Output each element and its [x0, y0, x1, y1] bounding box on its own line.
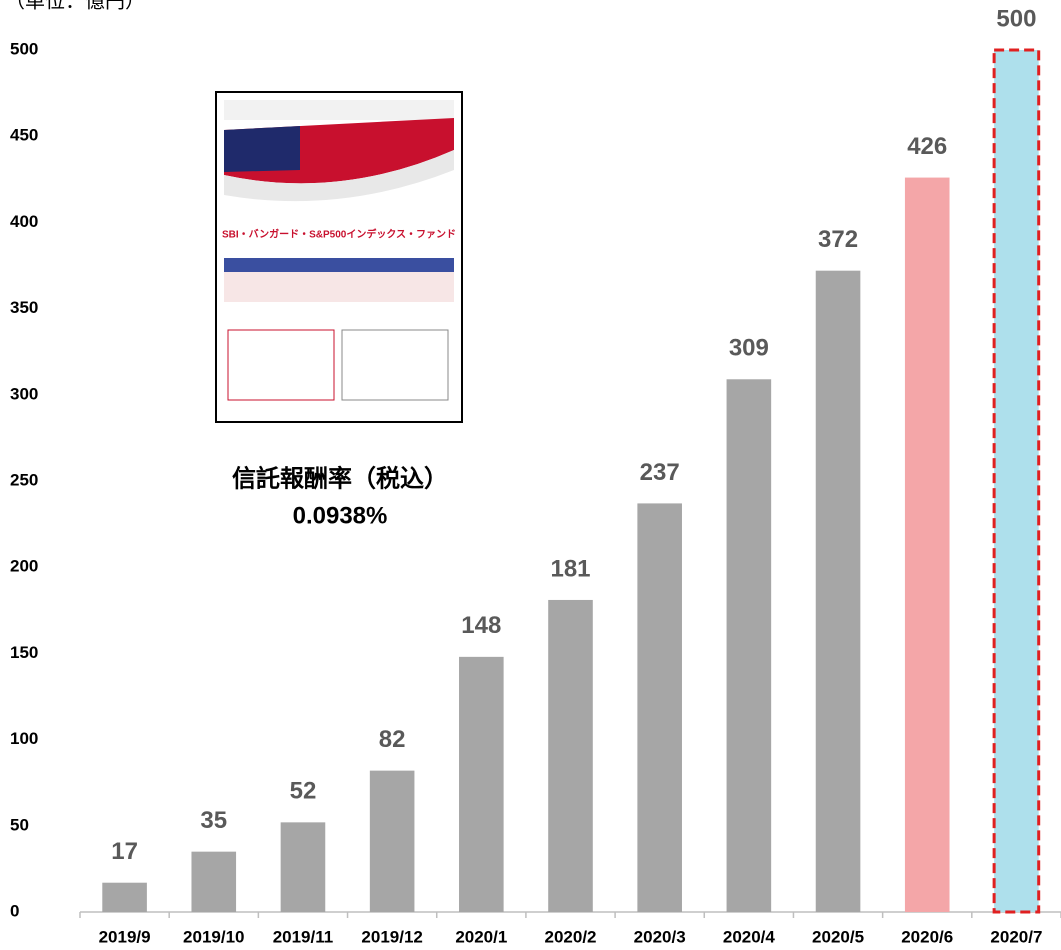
- value-label: 148: [461, 612, 501, 639]
- x-tick-label: 2019/11: [273, 927, 334, 946]
- value-label: 309: [729, 335, 769, 362]
- x-tick-label: 2020/5: [812, 927, 864, 946]
- value-label: 426: [907, 133, 947, 160]
- x-tick-label: 2020/6: [901, 927, 953, 946]
- bar: [281, 822, 326, 912]
- bar: [905, 178, 950, 912]
- value-label: 52: [290, 778, 317, 805]
- chart: （単位：億円） SBI・バンガード・S&P500インデックス・ファンド 信託報酬…: [0, 0, 1061, 950]
- y-tick-label: 200: [10, 557, 38, 576]
- y-tick-label: 100: [10, 729, 38, 748]
- value-label: 82: [379, 726, 406, 753]
- value-label: 237: [640, 459, 680, 486]
- bar: [459, 657, 504, 912]
- value-label: 372: [818, 226, 858, 253]
- y-tick-label: 150: [10, 643, 38, 662]
- x-tick-label: 2020/4: [723, 927, 776, 946]
- annotation-value: 0.0938%: [293, 502, 388, 529]
- x-tick-label: 2019/10: [183, 927, 244, 946]
- x-tick-label: 2019/9: [99, 927, 151, 946]
- value-label: 35: [200, 807, 227, 834]
- y-tick-label: 50: [10, 815, 29, 834]
- y-tick-label: 350: [10, 298, 38, 317]
- bar: [816, 271, 861, 912]
- brochure-title: SBI・バンガード・S&P500インデックス・ファンド: [222, 228, 456, 241]
- bar: [370, 771, 415, 912]
- annotation-label: 信託報酬率（税込）: [232, 464, 448, 492]
- bar: [727, 379, 772, 912]
- y-tick-label: 250: [10, 470, 38, 489]
- bar: [994, 50, 1039, 912]
- y-tick-label: 300: [10, 384, 38, 403]
- bar: [102, 883, 147, 912]
- x-tick-label: 2020/3: [634, 927, 686, 946]
- value-label: 17: [111, 838, 138, 865]
- y-tick-label: 450: [10, 126, 38, 145]
- value-label: 500: [996, 5, 1036, 32]
- x-tick-label: 2020/2: [545, 927, 597, 946]
- x-tick-label: 2019/12: [361, 927, 422, 946]
- y-tick-label: 500: [10, 39, 38, 58]
- x-tick-label: 2020/1: [455, 927, 507, 946]
- bar: [637, 503, 682, 912]
- bar: [548, 600, 593, 912]
- y-tick-label: 400: [10, 212, 38, 231]
- x-tick-label: 2020/7: [990, 927, 1042, 946]
- unit-label: （単位：億円）: [5, 0, 145, 12]
- bar: [191, 852, 236, 912]
- brochure-image: SBI・バンガード・S&P500インデックス・ファンド: [216, 92, 462, 422]
- y-tick-label: 0: [10, 901, 19, 920]
- value-label: 181: [550, 555, 590, 582]
